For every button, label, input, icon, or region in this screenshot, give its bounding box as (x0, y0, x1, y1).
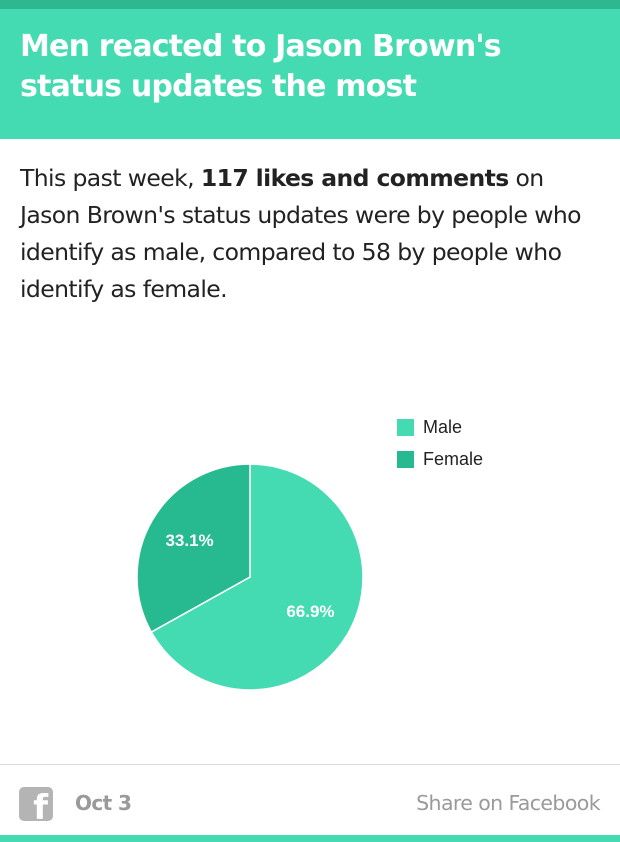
top-accent-strip (0, 0, 620, 9)
pie-label-female: 33.1% (165, 531, 213, 550)
summary-highlight: 117 likes and comments (200, 164, 509, 192)
legend-label-female: Female (423, 449, 483, 469)
facebook-icon[interactable]: f (19, 787, 53, 821)
pie-slice-female (136, 463, 251, 634)
legend-label-male: Male (423, 417, 462, 437)
summary-prefix: This past week, (20, 164, 201, 192)
bottom-accent-strip (0, 835, 620, 842)
legend-swatch-female (397, 451, 414, 468)
facebook-icon-glyph: f (33, 788, 48, 821)
pie-labels: 66.9% 33.1% (165, 531, 334, 621)
page-title: Men reacted to Jason Brown's status upda… (20, 29, 502, 104)
legend-swatch-male (397, 419, 414, 436)
pie-chart: 66.9% 33.1% Male Female (136, 417, 483, 691)
share-on-facebook-link[interactable]: Share on Facebook (416, 791, 600, 815)
footer: f Oct 3 Share on Facebook (0, 764, 620, 835)
post-date: Oct 3 (75, 791, 132, 815)
chart-legend: Male Female (397, 417, 483, 469)
header-banner: Men reacted to Jason Brown's status upda… (0, 9, 620, 139)
pie-label-male: 66.9% (286, 602, 334, 621)
summary-suffix: on Jason Brown's status updates were by … (20, 164, 582, 303)
summary-text: This past week, 117 likes and comments o… (20, 160, 605, 308)
pie-slice-male (150, 463, 364, 691)
pie-slices (136, 463, 364, 691)
